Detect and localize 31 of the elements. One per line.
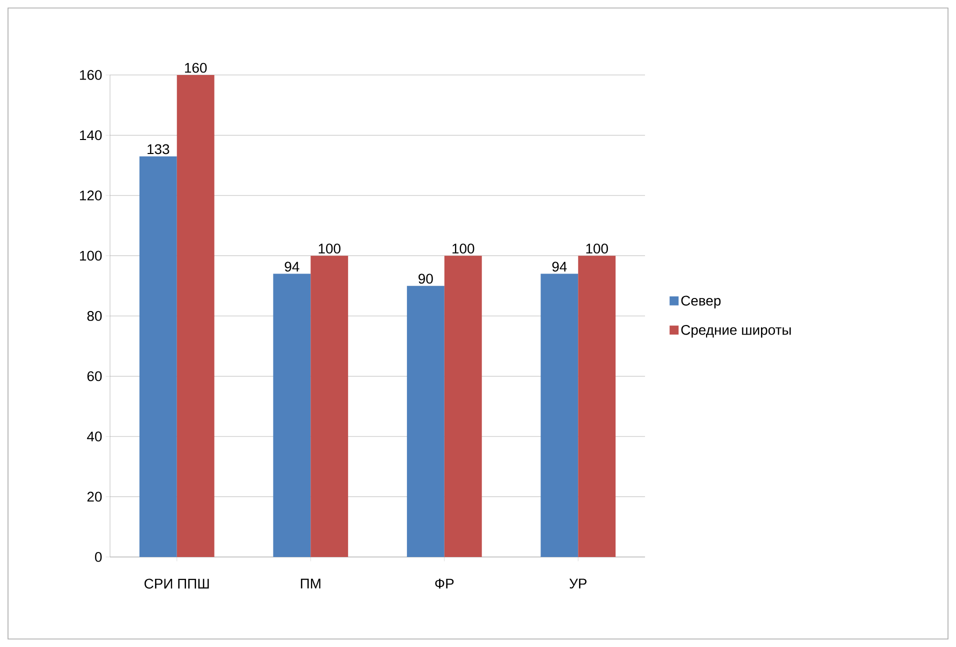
- x-tick-label: ПМ: [300, 578, 320, 588]
- legend-label: Средние широты: [681, 324, 791, 338]
- data-label: 160: [185, 62, 207, 73]
- x-tick-label: ФР: [435, 578, 454, 588]
- y-tick-label: 120: [80, 190, 102, 200]
- x-tick-label: СРИ ППШ: [144, 578, 209, 589]
- y-tick-label: 0: [95, 552, 102, 562]
- bar: [176, 74, 214, 557]
- bar: [406, 286, 444, 557]
- data-label: 133: [148, 144, 170, 154]
- y-tick-label: 20: [87, 492, 102, 502]
- data-label: 100: [318, 244, 340, 254]
- bar: [273, 274, 311, 557]
- x-tick-label: УР: [569, 578, 586, 588]
- y-tick-label: 100: [80, 250, 102, 261]
- y-tick-label: 40: [87, 432, 102, 442]
- bar: [578, 256, 616, 557]
- data-label: 100: [452, 244, 474, 254]
- bar: [540, 274, 578, 557]
- y-tick-label: 140: [80, 130, 102, 140]
- data-label: 90: [418, 274, 433, 284]
- bar: [444, 256, 482, 557]
- data-label: 100: [586, 244, 608, 254]
- y-tick-label: 160: [80, 70, 102, 80]
- y-tick-label: 60: [87, 371, 102, 382]
- data-label: 94: [284, 262, 300, 272]
- y-tick-label: 80: [87, 311, 102, 321]
- data-label: 94: [552, 262, 567, 272]
- legend-label: Север: [681, 296, 721, 308]
- bar: [139, 156, 177, 557]
- bar: [310, 256, 348, 557]
